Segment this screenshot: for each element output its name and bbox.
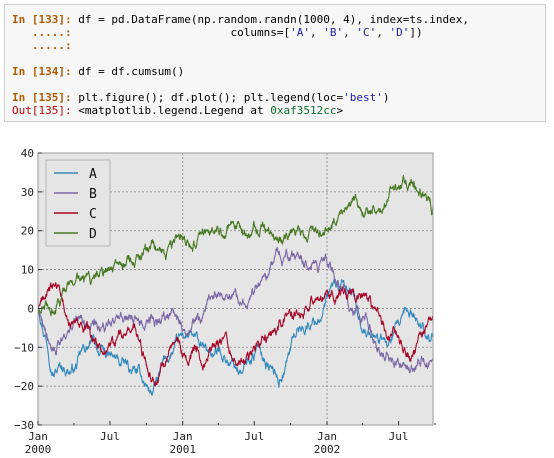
string-literal: 'C' — [356, 26, 377, 39]
legend-label-b: B — [89, 187, 97, 202]
input-prompt: In [135]: — [12, 91, 72, 104]
legend-box — [45, 159, 111, 247]
x-tick-label: Jul — [389, 430, 409, 443]
x-tick-year-label: 2001 — [169, 443, 196, 456]
code-text: df = df.cumsum() — [71, 65, 185, 78]
continuation-prompt: .....: — [12, 39, 72, 52]
output-line-135: Out[135]: <matplotlib.legend.Legend at 0… — [12, 104, 343, 117]
x-tick-label: Jan — [173, 430, 193, 443]
series-line-b — [37, 246, 434, 374]
code-text: ]) — [409, 26, 423, 39]
x-tick-label: Jan — [28, 430, 48, 443]
plot-border — [37, 152, 434, 426]
output-text: <matplotlib.legend.Legend at — [71, 104, 271, 117]
hex-address: 0xaf3512cc — [270, 104, 337, 117]
x-tick-year-label: 2000 — [25, 443, 52, 456]
continuation-line: .....: columns=['A', 'B', 'C', 'D']) — [12, 26, 423, 39]
string-literal: 'best' — [343, 91, 383, 104]
y-tick-label: 10 — [21, 264, 34, 277]
continuation-line: .....: — [12, 39, 72, 52]
grid-lines — [38, 153, 433, 425]
code-text: ) — [382, 91, 390, 104]
legend-label-a: A — [89, 167, 97, 182]
y-tick-label: −10 — [14, 341, 34, 354]
string-literal: 'D' — [389, 26, 410, 39]
continuation-prompt: .....: — [12, 26, 72, 39]
y-tick-label: 40 — [21, 147, 34, 160]
y-axis: −30 −20 −10 0 10 20 30 40 — [14, 147, 42, 432]
input-prompt: In [133]: — [12, 13, 72, 26]
code-text: , — [310, 26, 324, 39]
x-tick-year-label: 2002 — [314, 443, 341, 456]
output-prompt: Out[135]: — [12, 104, 72, 117]
y-tick-label: 0 — [27, 302, 34, 315]
series-line-c — [37, 282, 434, 387]
code-text: columns=[ — [71, 26, 291, 39]
y-tick-label: 30 — [21, 186, 34, 199]
legend-label-d: D — [89, 227, 97, 242]
series-lines — [37, 174, 434, 396]
code-text: df = pd.DataFrame(np.random.randn(1000, … — [71, 13, 469, 26]
x-tick-label: Jul — [244, 430, 264, 443]
input-line-133: In [133]: df = pd.DataFrame(np.random.ra… — [12, 13, 469, 26]
series-line-a — [37, 278, 434, 396]
code-console: In [133]: df = pd.DataFrame(np.random.ra… — [4, 4, 546, 122]
x-tick-label: Jan — [317, 430, 337, 443]
string-literal: 'A' — [290, 26, 311, 39]
input-line-135: In [135]: plt.figure(); df.plot(); plt.l… — [12, 91, 390, 104]
plot-frame — [37, 152, 434, 426]
output-text: > — [336, 104, 344, 117]
string-literal: 'B' — [323, 26, 344, 39]
y-tick-label: −30 — [14, 419, 34, 432]
series-line-d — [37, 174, 434, 317]
code-text: , — [343, 26, 357, 39]
code-text: plt.figure(); df.plot(); plt.legend(loc= — [71, 91, 344, 104]
y-tick-label: −20 — [14, 380, 34, 393]
code-text: , — [376, 26, 390, 39]
y-tick-label: 20 — [21, 225, 34, 238]
input-prompt: In [134]: — [12, 65, 72, 78]
x-tick-label: Jul — [100, 430, 120, 443]
input-line-134: In [134]: df = df.cumsum() — [12, 65, 184, 78]
legend-label-c: C — [89, 207, 97, 222]
